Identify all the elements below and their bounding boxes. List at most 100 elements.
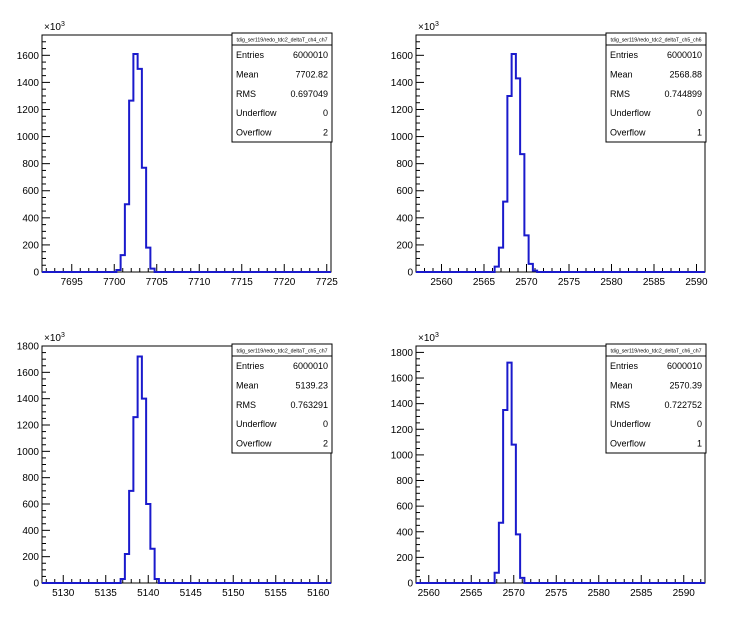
histogram-bin (129, 101, 133, 272)
stats-value: 6000010 (293, 361, 328, 371)
y-tick-label: 0 (407, 579, 413, 590)
y-tick-label: 200 (22, 552, 39, 563)
y-tick-label: 0 (33, 579, 39, 590)
x-tick-label: 7725 (316, 277, 339, 288)
histogram-bin (503, 410, 507, 583)
stats-label: Underflow (236, 419, 277, 429)
histogram-bin (116, 270, 120, 272)
histogram-bin (512, 54, 516, 272)
stats-label: RMS (610, 400, 630, 410)
x-tick-label: 2575 (545, 588, 568, 599)
histogram-bin (503, 202, 507, 272)
histogram-bin (495, 267, 499, 272)
stats-label: RMS (610, 89, 630, 99)
stats-label: Entries (610, 361, 639, 371)
y-tick-label: 600 (22, 186, 39, 197)
y-exponent-label: ×103 (44, 332, 65, 344)
y-tick-label: 400 (22, 213, 39, 224)
y-tick-label: 800 (396, 476, 413, 487)
x-tick-label: 7715 (231, 277, 254, 288)
stats-value: 2570.39 (669, 380, 702, 390)
x-tick-label: 5140 (137, 588, 160, 599)
y-exponent-label: ×103 (418, 332, 439, 344)
stats-label: Entries (236, 361, 265, 371)
x-tick-label: 2570 (515, 277, 538, 288)
y-tick-label: 1000 (391, 132, 414, 143)
stats-value: 0.763291 (290, 400, 328, 410)
y-tick-label: 1400 (391, 78, 414, 89)
stats-value: 0.697049 (290, 89, 328, 99)
y-tick-label: 1600 (391, 51, 414, 62)
stats-value: 1 (697, 128, 702, 138)
histogram-bin (146, 248, 150, 272)
x-tick-label: 2560 (430, 277, 453, 288)
histogram-bin (150, 549, 154, 583)
stats-value: 0 (697, 108, 702, 118)
y-exponent-base: ×10 (418, 22, 435, 33)
stats-label: Underflow (236, 108, 277, 118)
histogram-bin (142, 399, 146, 583)
y-tick-label: 400 (396, 527, 413, 538)
histogram-bin (512, 445, 516, 583)
y-tick-label: 600 (396, 186, 413, 197)
stats-value: 6000010 (667, 50, 702, 60)
histogram-title: tdig_ser119/redo_tdc2_deltaT_ch5_ch7 (236, 349, 327, 355)
x-tick-label: 2560 (418, 588, 441, 599)
stats-label: Overflow (236, 128, 272, 138)
histogram-outline (416, 361, 705, 584)
stats-label: RMS (236, 400, 256, 410)
histogram-bin (495, 573, 499, 583)
stats-value: 2568.88 (669, 69, 702, 79)
y-tick-label: 1000 (391, 450, 414, 461)
stats-value: 5139.23 (295, 380, 328, 390)
histogram-title: tdig_ser119/redo_tdc2_deltaT_ch6_ch7 (610, 349, 701, 355)
histogram-outline (416, 52, 705, 273)
y-exponent-label: ×103 (44, 21, 65, 33)
stats-value: 2 (323, 128, 328, 138)
y-tick-label: 1800 (391, 348, 414, 359)
x-tick-label: 7720 (273, 277, 296, 288)
y-tick-label: 1600 (17, 51, 40, 62)
stats-label: Mean (236, 380, 259, 390)
stats-value: 6000010 (293, 50, 328, 60)
y-tick-label: 0 (407, 268, 413, 279)
histogram-bin (499, 248, 503, 272)
x-tick-label: 2575 (558, 277, 581, 288)
x-tick-label: 2590 (685, 277, 708, 288)
x-tick-label: 5155 (265, 588, 288, 599)
x-tick-label: 2585 (630, 588, 653, 599)
histogram-bin (507, 96, 511, 272)
y-exponent-power: 3 (435, 21, 439, 28)
stats-value: 1 (697, 439, 702, 449)
histogram-bin (133, 54, 137, 272)
x-tick-label: 7710 (188, 277, 211, 288)
y-tick-label: 400 (396, 213, 413, 224)
stats-label: Mean (236, 69, 259, 79)
y-tick-label: 1000 (17, 447, 40, 458)
y-tick-label: 800 (396, 159, 413, 170)
y-tick-label: 800 (22, 159, 39, 170)
x-tick-label: 7700 (103, 277, 126, 288)
y-tick-label: 1400 (391, 399, 414, 410)
y-tick-label: 200 (396, 240, 413, 251)
y-tick-label: 1600 (391, 374, 414, 385)
y-tick-label: 400 (22, 526, 39, 537)
y-exponent-power: 3 (61, 21, 65, 28)
histogram-bin (150, 269, 154, 272)
histogram-bin (507, 363, 511, 583)
y-tick-label: 600 (396, 502, 413, 513)
histogram-title: tdig_ser119/redo_tdc2_deltaT_ch4_ch7 (236, 38, 327, 44)
stats-value: 0.744899 (664, 89, 702, 99)
histogram-bin (146, 504, 150, 583)
histogram-bin (520, 578, 524, 583)
x-tick-label: 2565 (473, 277, 496, 288)
histogram-outline (42, 52, 331, 273)
stats-label: RMS (236, 89, 256, 99)
stats-box-frame (605, 32, 707, 143)
x-tick-label: 5150 (222, 588, 245, 599)
stats-label: Mean (610, 69, 633, 79)
stats-box: tdig_ser119/redo_tdc2_deltaT_ch4_ch7 Entr… (231, 32, 333, 143)
y-tick-label: 1000 (17, 132, 40, 143)
x-tick-label: 2570 (503, 588, 526, 599)
stats-box-frame (231, 32, 333, 143)
